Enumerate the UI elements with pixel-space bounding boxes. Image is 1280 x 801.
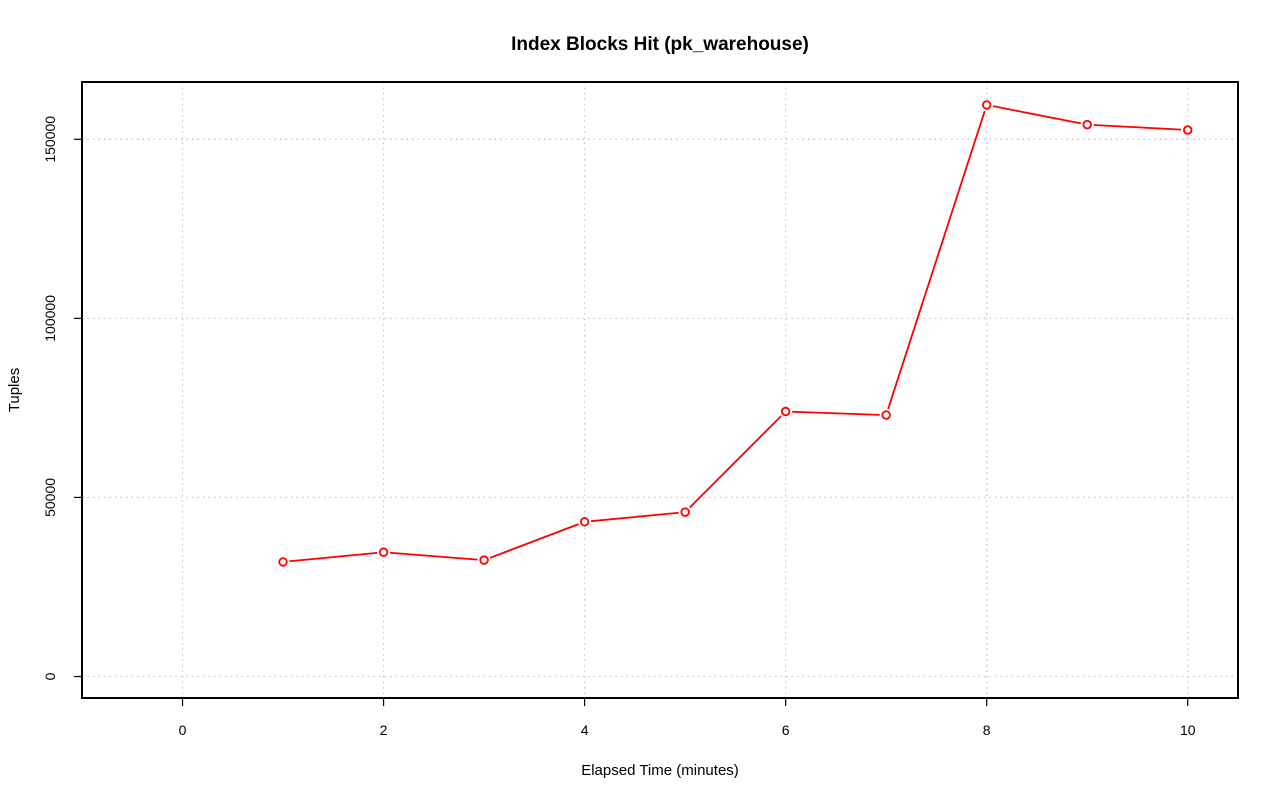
x-tick-label: 0 xyxy=(179,722,187,738)
series-line-segment xyxy=(992,105,1082,125)
series-line-segment xyxy=(887,110,986,410)
y-axis-label: Tuples xyxy=(6,368,23,412)
data-point xyxy=(780,406,791,417)
data-point xyxy=(881,410,891,420)
plot-frame xyxy=(81,81,1239,699)
y-tick-label: 0 xyxy=(42,672,58,680)
y-tick-label: 100000 xyxy=(42,295,58,342)
series-line-segment xyxy=(590,511,679,523)
data-point xyxy=(579,517,590,527)
x-tick-label: 4 xyxy=(581,722,589,738)
y-tick-label: 150000 xyxy=(42,116,58,163)
series-line-segment xyxy=(389,551,478,561)
data-point xyxy=(378,547,389,557)
y-axis: 0 50000 100000 150000 xyxy=(42,116,82,680)
chart-title: Index Blocks Hit (pk_warehouse) xyxy=(511,34,809,55)
data-point xyxy=(1082,119,1092,130)
x-tick-label: 8 xyxy=(983,722,991,738)
data-point xyxy=(981,100,992,110)
series-line-segment xyxy=(689,415,782,509)
series-line-segment xyxy=(1093,124,1182,131)
x-axis: 0 2 4 6 8 10 xyxy=(179,698,1196,738)
series-line-segment xyxy=(792,410,880,416)
data-point xyxy=(479,555,489,565)
x-tick-label: 6 xyxy=(782,722,790,738)
x-axis-label: Elapsed Time (minutes) xyxy=(581,762,739,779)
series-layer xyxy=(278,100,1193,567)
series-line-segment xyxy=(289,551,378,563)
data-point xyxy=(680,507,690,517)
x-tick-label: 10 xyxy=(1180,722,1196,738)
data-point xyxy=(1183,125,1193,135)
grid xyxy=(82,82,1238,698)
series-line-segment xyxy=(489,523,579,559)
y-tick-label: 50000 xyxy=(42,478,58,517)
x-tick-label: 2 xyxy=(380,722,388,738)
data-point xyxy=(278,557,288,567)
